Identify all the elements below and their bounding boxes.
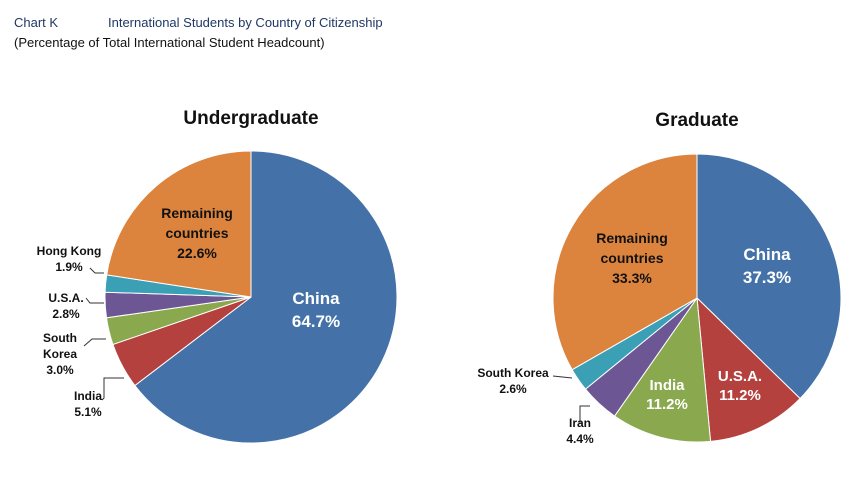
graduate-pie [552,153,842,443]
label-ug-usa: U.S.A. 2.8% [48,291,84,321]
label-ug-southkorea: South Korea 3.0% [42,331,78,377]
label-gr-india: India 11.2% [646,377,688,413]
pie-slice-china [134,150,398,444]
label-gr-china: China 37.3% [742,245,792,287]
label-ug-remaining: Remaining countries 22.6% [161,205,233,261]
label-gr-southkorea: South Korea 2.6% [477,366,549,396]
chart-subtitle: (Percentage of Total International Stude… [14,35,325,50]
leader-lines [83,267,590,424]
pie-slice-remaining-countries [552,153,698,371]
chart-header: Chart K International Students by Country… [14,15,383,30]
leader-line [552,375,573,379]
leader-line [579,405,590,424]
label-ug-china: China 64.7% [291,289,341,331]
undergraduate-pie [104,150,398,444]
chart-title: International Students by Country of Cit… [108,15,383,30]
pie-slice-u-s-a- [696,296,801,442]
pie-slice-china [696,153,842,400]
label-gr-remaining: Remaining countries 33.3% [596,230,668,286]
undergraduate-title: Undergraduate [183,108,319,129]
label-gr-iran: Iran 4.4% [566,416,594,446]
chart-id: Chart K [14,15,59,30]
leader-line [101,377,124,401]
leader-line [83,338,106,347]
label-gr-usa: U.S.A. 11.2% [717,368,763,404]
leader-line [89,267,104,274]
pie-slice-india [613,296,712,443]
graduate-title: Graduate [655,110,739,131]
pie-slice-remaining-countries [106,150,252,298]
leader-line [85,297,104,304]
label-ug-hongkong: Hong Kong 1.9% [36,244,102,274]
label-ug-india: India 5.1% [73,389,103,419]
